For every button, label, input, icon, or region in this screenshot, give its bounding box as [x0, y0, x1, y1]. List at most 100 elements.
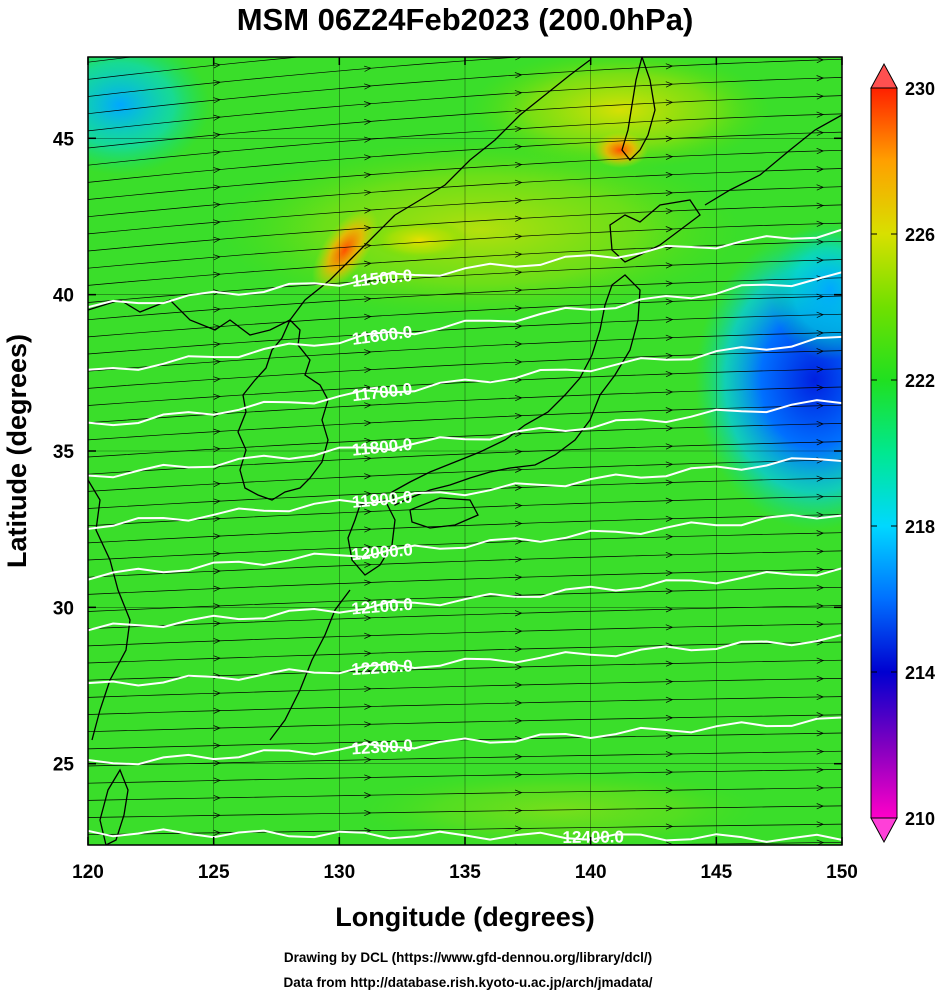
streamline-arrow — [213, 533, 221, 540]
streamline — [88, 423, 842, 458]
streamline-arrow — [665, 805, 674, 812]
streamline-arrow — [514, 807, 523, 814]
streamline-arrow — [816, 166, 825, 173]
streamline-arrow — [665, 732, 674, 740]
x-tick-label: 125 — [198, 862, 230, 883]
streamline-arrow — [665, 334, 674, 341]
streamline-arrow — [816, 602, 825, 610]
streamline-arrow — [364, 863, 371, 869]
streamline-arrow — [514, 448, 523, 455]
streamline-arrow — [213, 45, 220, 50]
streamline-arrow — [665, 208, 674, 215]
streamline-arrow — [816, 712, 825, 719]
streamline-arrow — [363, 189, 372, 196]
streamline-arrow — [364, 668, 372, 675]
streamline-arrow — [363, 225, 372, 232]
streamline-arrow — [816, 784, 825, 792]
streamline-arrow — [363, 118, 372, 126]
colorbar-tick-label: 230 — [905, 79, 935, 99]
streamline-arrow — [816, 220, 825, 227]
streamline-arrow — [213, 742, 221, 749]
streamline-arrow — [364, 473, 372, 480]
streamline-arrow — [816, 493, 825, 500]
streamline — [88, 477, 842, 509]
streamline-arrow — [213, 114, 221, 121]
y-tick-label: 30 — [53, 598, 74, 619]
streamline-arrow — [364, 402, 372, 409]
streamline-arrow — [665, 153, 674, 160]
streamline — [88, 750, 842, 767]
coastline-kuril — [704, 114, 842, 206]
height-contour — [88, 457, 842, 530]
streamline-arrow — [514, 251, 523, 258]
streamline-arrow — [213, 585, 221, 592]
streamline-arrow — [665, 624, 674, 631]
streamline-arrow — [514, 717, 523, 725]
streamline-arrow — [665, 171, 674, 179]
streamline-arrow — [665, 461, 674, 468]
streamline-arrow — [363, 154, 372, 161]
streamline-arrow — [363, 172, 372, 179]
y-tick-label: 40 — [53, 286, 74, 307]
streamline-arrow — [515, 57, 522, 61]
streamline-arrow — [665, 823, 674, 830]
streamline-arrow — [514, 125, 523, 133]
streamline-arrow — [364, 526, 372, 533]
streamline-arrow — [665, 606, 674, 613]
streamline-arrow — [816, 566, 825, 573]
streamline-arrow — [816, 730, 825, 737]
streamline-arrow — [364, 792, 372, 799]
streamline-arrow — [213, 707, 221, 714]
streamline — [88, 623, 842, 647]
streamline-arrow — [364, 597, 372, 604]
streamline-arrow — [514, 323, 523, 330]
streamline-arrow — [665, 479, 674, 486]
streamline-arrow — [816, 75, 825, 82]
streamline-arrow — [514, 233, 523, 240]
streamline — [88, 568, 842, 595]
streamline-arrow — [514, 215, 523, 222]
streamline-arrow — [514, 269, 523, 276]
streamline-arrow — [665, 787, 674, 794]
streamline-arrow — [816, 511, 825, 519]
streamline-arrow — [363, 296, 372, 303]
contour-label: 12200.0 — [351, 656, 414, 679]
streamline-arrow — [665, 714, 674, 721]
x-tick-label: 140 — [575, 862, 607, 883]
coastline-china-north — [88, 214, 396, 336]
coastline-china-east — [88, 479, 131, 741]
streamline-arrow — [213, 271, 221, 278]
streamline-arrow — [514, 538, 523, 545]
streamline-arrow — [514, 789, 523, 796]
streamline — [88, 495, 842, 527]
streamline-arrow — [213, 463, 221, 470]
streamline-arrow — [816, 293, 825, 300]
x-tick-label: 145 — [700, 862, 732, 883]
streamline — [88, 823, 842, 836]
streamline-arrow — [665, 352, 674, 360]
streamline-arrow — [514, 574, 523, 581]
streamline-arrow — [213, 620, 221, 627]
credit-drawing: Drawing by DCL (https://www.gfd-dennou.o… — [284, 950, 652, 965]
coastlines — [88, 57, 842, 845]
colorbar-tick-label: 210 — [905, 809, 935, 829]
chart-title: MSM 06Z24Feb2023 (200.0hPa) — [237, 2, 694, 37]
streamline-arrow — [213, 236, 221, 243]
streamline — [88, 186, 842, 235]
streamline-arrow — [364, 650, 372, 657]
streamline-arrow — [514, 664, 523, 671]
streamline-arrow — [213, 201, 221, 209]
streamline-arrow — [665, 570, 674, 577]
streamline — [88, 149, 842, 200]
colorbar: 210 214 218 222 226 230 — [870, 62, 935, 844]
streamline-arrow — [213, 149, 221, 156]
streamline-arrow — [213, 97, 221, 104]
credit-data: Data from http://database.rish.kyoto-u.a… — [283, 975, 652, 990]
streamline — [88, 550, 842, 578]
streamline-arrow — [363, 101, 372, 108]
streamline-arrow — [213, 376, 221, 383]
streamline-arrow — [816, 184, 825, 191]
streamline-arrow — [364, 756, 372, 763]
streamline-arrow — [817, 21, 824, 27]
